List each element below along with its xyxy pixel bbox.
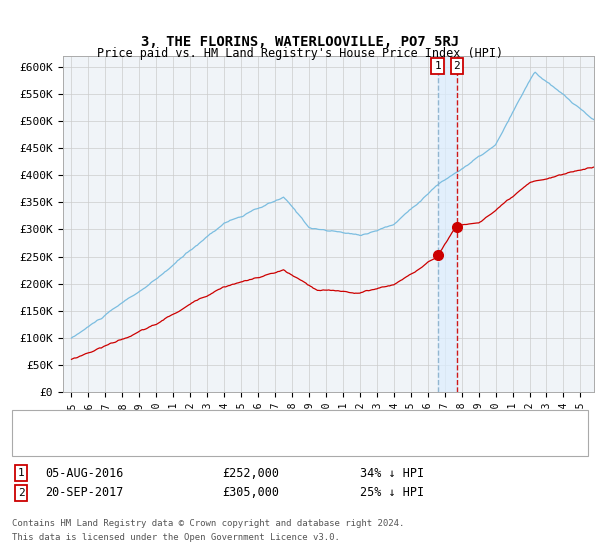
Text: HPI: Average price, detached house, Havant: HPI: Average price, detached house, Hava… [60,445,323,455]
Bar [437,56,457,392]
Text: Price paid vs. HM Land Registry's House Price Index (HPI): Price paid vs. HM Land Registry's House … [97,46,503,60]
Text: ——: —— [24,430,41,444]
Text: £252,000: £252,000 [222,466,279,480]
Text: 2: 2 [17,488,25,498]
Text: ——: —— [24,442,41,457]
Text: 34% ↓ HPI: 34% ↓ HPI [360,466,424,480]
Text: 20-SEP-2017: 20-SEP-2017 [45,486,124,500]
Text: 2: 2 [454,61,460,71]
Text: £305,000: £305,000 [222,486,279,500]
Text: 3, THE FLORINS, WATERLOOVILLE, PO7 5RJ: 3, THE FLORINS, WATERLOOVILLE, PO7 5RJ [141,35,459,49]
Text: 3, THE FLORINS, WATERLOOVILLE, PO7 5RJ (detached house): 3, THE FLORINS, WATERLOOVILLE, PO7 5RJ (… [60,432,404,442]
Text: 1: 1 [434,61,441,71]
Text: Contains HM Land Registry data © Crown copyright and database right 2024.
This d: Contains HM Land Registry data © Crown c… [12,520,404,542]
Text: 1: 1 [17,468,25,478]
Text: 25% ↓ HPI: 25% ↓ HPI [360,486,424,500]
Text: 05-AUG-2016: 05-AUG-2016 [45,466,124,480]
